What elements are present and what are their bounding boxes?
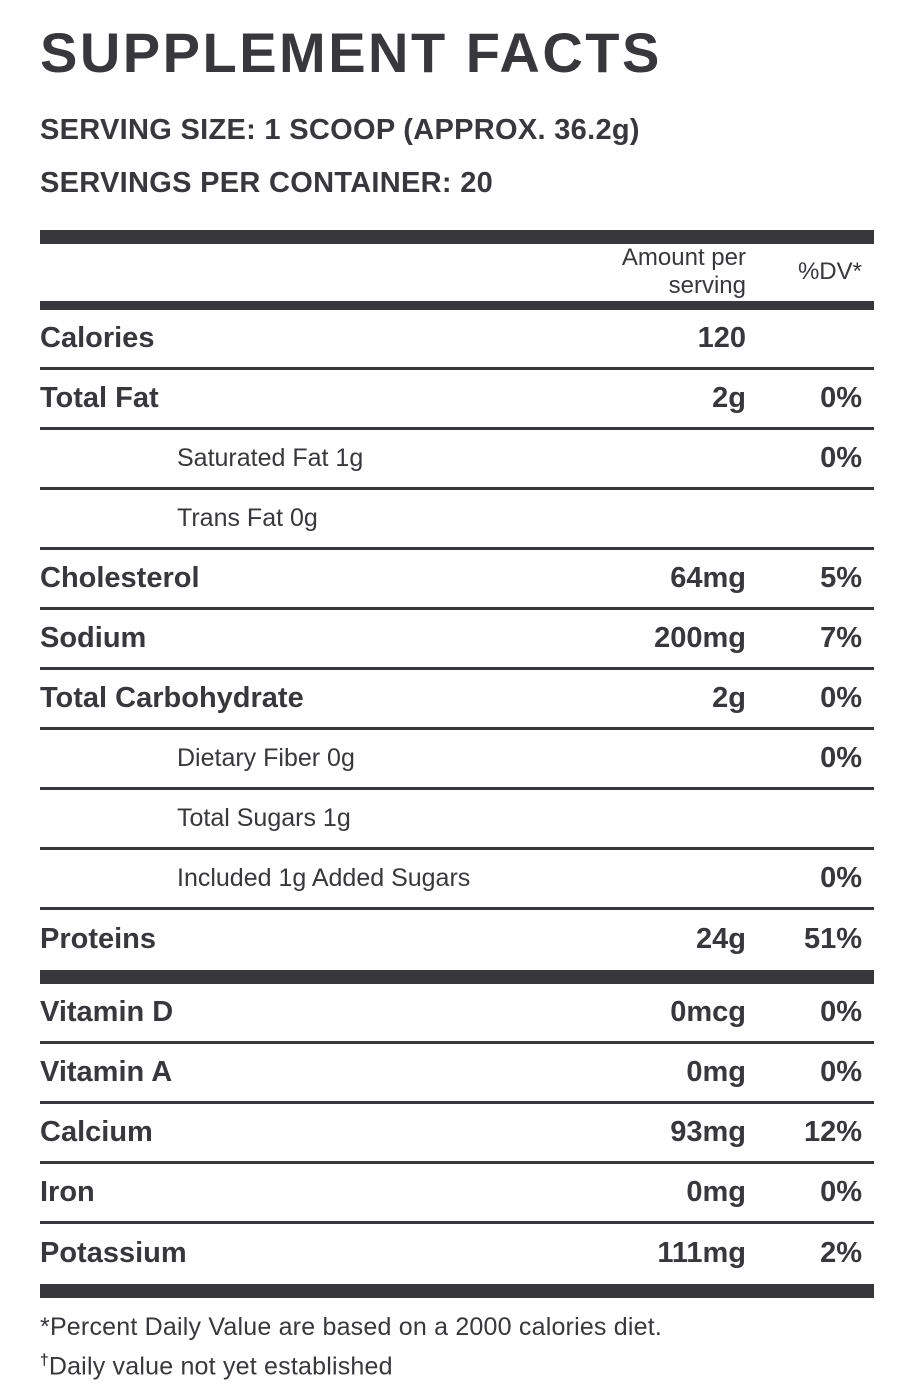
nutrient-amount: 120 (697, 321, 746, 354)
footnotes: *Percent Daily Value are based on a 2000… (40, 1311, 874, 1383)
nutrient-amount: 200mg (654, 621, 746, 654)
nutrient-amount: 24g (696, 923, 746, 956)
dagger-marker: † (40, 1351, 49, 1369)
serving-size-line: SERVING SIZE: 1 SCOOP (APPROX. 36.2g) (40, 113, 640, 146)
table-row-cholesterol: Cholesterol 64mg 5% (40, 550, 874, 610)
nutrient-amount: 2g (712, 381, 746, 414)
nutrient-label: Calories (40, 321, 155, 354)
table-row-calories: Calories 120 (40, 310, 874, 370)
nutrient-dv: 12% (803, 1115, 862, 1148)
nutrient-label: Sodium (40, 621, 147, 654)
nutrient-amount: 0mg (686, 1055, 746, 1088)
table-row-proteins: Proteins 24g 51% (40, 910, 874, 970)
table-row-potassium: Potassium 111mg 2% (40, 1224, 874, 1284)
nutrient-label: Saturated Fat 1g (177, 443, 364, 472)
facts-table: Amount per serving %DV* Calories 120 Tot… (40, 229, 874, 1298)
table-header-row: Amount per serving %DV* (40, 244, 874, 301)
nutrient-label: Trans Fat 0g (177, 503, 318, 532)
nutrient-dv: 0% (820, 1175, 862, 1208)
nutrient-amount: 93mg (670, 1115, 746, 1148)
nutrient-amount: 64mg (670, 561, 746, 594)
table-row-dietary-fiber: Dietary Fiber 0g 0% (40, 730, 874, 790)
table-row-saturated-fat: Saturated Fat 1g 0% (40, 430, 874, 490)
nutrient-label: Potassium (40, 1237, 187, 1270)
serving-info: SERVING SIZE: 1 SCOOP (APPROX. 36.2g) SE… (40, 113, 874, 200)
nutrient-dv: 51% (803, 923, 862, 956)
nutrient-dv: 0% (820, 381, 862, 414)
page-title: SUPPLEMENT FACTS (40, 21, 662, 84)
table-row-total-carbohydrate: Total Carbohydrate 2g 0% (40, 670, 874, 730)
table-row-calcium: Calcium 93mg 12% (40, 1104, 874, 1164)
asterisk-marker: * (40, 1312, 50, 1341)
nutrient-label: Vitamin D (40, 995, 174, 1028)
table-row-iron: Iron 0mg 0% (40, 1164, 874, 1224)
footnote-text: Daily value not yet established (48, 1351, 393, 1380)
table-row-vitamin-d: Vitamin D 0mcg 0% (40, 984, 874, 1044)
nutrient-dv: 0% (820, 441, 862, 474)
nutrient-dv: 0% (820, 681, 862, 714)
nutrient-label: Total Carbohydrate (40, 681, 304, 714)
nutrient-dv: 0% (820, 1055, 862, 1088)
nutrient-label: Included 1g Added Sugars (177, 863, 471, 892)
footnote-not-established: †Daily value not yet established (40, 1344, 874, 1383)
table-row-added-sugars: Included 1g Added Sugars 0% (40, 850, 874, 910)
nutrient-dv: 0% (820, 741, 862, 774)
table-row-sodium: Sodium 200mg 7% (40, 610, 874, 670)
nutrient-label: Total Fat (40, 381, 159, 414)
nutrient-amount: 0mcg (670, 995, 746, 1028)
nutrient-amount: 111mg (657, 1237, 746, 1270)
footnote-text: Percent Daily Value are based on a 2000 … (49, 1312, 663, 1341)
macro-section-bar (40, 969, 874, 984)
nutrient-dv: 7% (820, 621, 862, 654)
nutrient-dv: 0% (820, 861, 862, 894)
servings-per-container-line: SERVINGS PER CONTAINER: 20 (40, 166, 494, 199)
header-percent-dv: %DV* (797, 258, 862, 286)
nutrient-label: Proteins (40, 923, 157, 956)
nutrient-label: Cholesterol (40, 561, 200, 594)
nutrient-label: Vitamin A (40, 1055, 173, 1088)
nutrient-label: Total Sugars 1g (177, 803, 351, 832)
table-row-total-sugars: Total Sugars 1g (40, 790, 874, 850)
nutrient-label: Dietary Fiber 0g (177, 743, 355, 772)
nutrient-amount: 0mg (686, 1175, 746, 1208)
table-row-trans-fat: Trans Fat 0g (40, 490, 874, 550)
table-row-vitamin-a: Vitamin A 0mg 0% (40, 1044, 874, 1104)
bottom-thick-bar (40, 1283, 874, 1298)
nutrient-dv: 5% (820, 561, 862, 594)
nutrient-amount: 2g (712, 681, 746, 714)
table-row-total-fat: Total Fat 2g 0% (40, 370, 874, 430)
nutrient-dv: 2% (820, 1237, 862, 1270)
top-thick-bar (40, 229, 874, 244)
header-divider-bar (40, 300, 874, 310)
footnote-daily-value: *Percent Daily Value are based on a 2000… (40, 1311, 874, 1344)
nutrient-label: Iron (40, 1175, 95, 1208)
nutrient-dv: 0% (820, 995, 862, 1028)
header-amount-per-serving: Amount per serving (621, 244, 746, 300)
nutrient-label: Calcium (40, 1115, 153, 1148)
